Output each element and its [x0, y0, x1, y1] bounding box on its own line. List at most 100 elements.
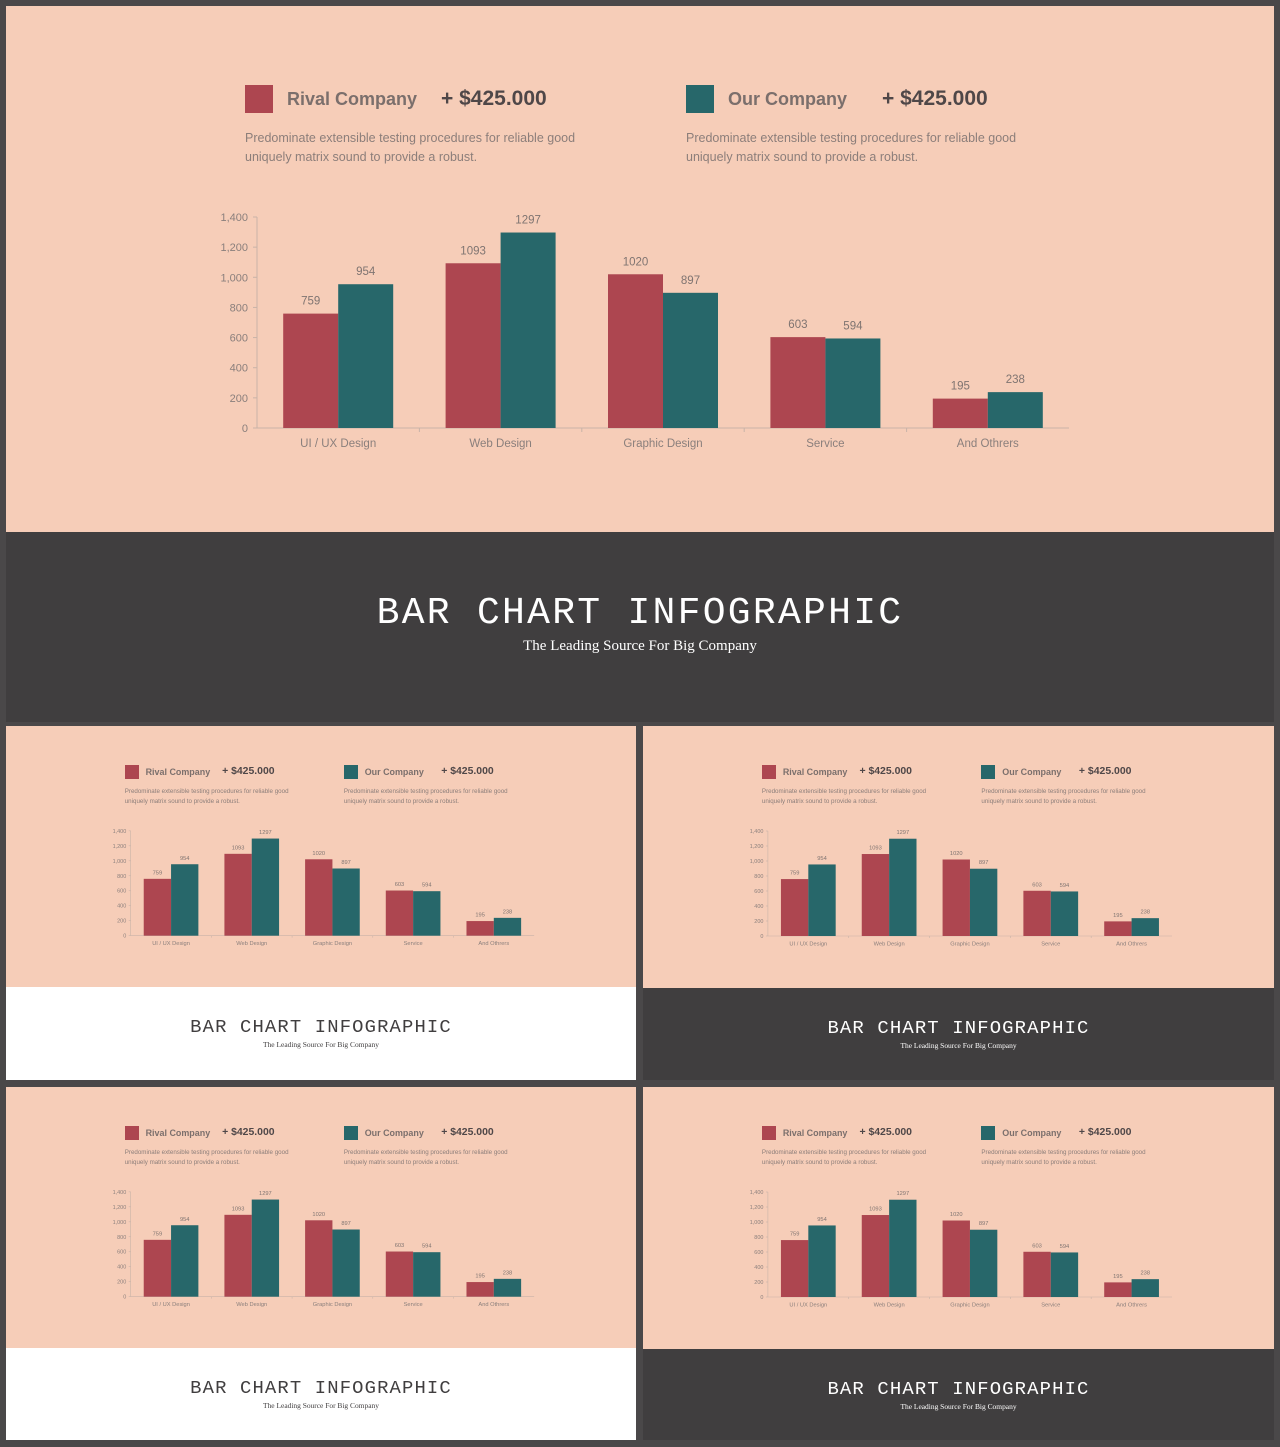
y-tick-label: 800	[754, 1235, 763, 1241]
legend-amount: + $425.000	[441, 87, 547, 110]
bar-value-label: 897	[979, 860, 989, 866]
bar-rival-2	[305, 859, 333, 936]
y-tick-label: 800	[230, 302, 248, 314]
legend-name: Rival Company	[782, 1128, 848, 1139]
bar-value-label: 759	[153, 870, 163, 876]
bar-ours-2	[332, 868, 360, 936]
legend-name: Our Company	[364, 1128, 424, 1139]
legend-item-ours: Our Company + $425.000 Predominate extensi…	[343, 1126, 523, 1166]
bar-value-label: 603	[1032, 882, 1042, 888]
category-label: Graphic Design	[623, 438, 702, 450]
y-tick-label: 1,000	[113, 859, 127, 865]
bar-value-label: 195	[475, 1274, 485, 1280]
bar-rival-2	[942, 859, 970, 937]
thumbnail-slide-3[interactable]: Rival Company + $425.000 Predominate exten…	[6, 1087, 636, 1440]
bar-ours-0	[171, 1225, 199, 1297]
title-band: BAR CHART INFOGRAPHIC The Leading Source …	[6, 1348, 636, 1440]
legend-description: Predominate extensible testing procedure…	[981, 1149, 1146, 1166]
legend-swatch	[343, 765, 358, 780]
category-label: Graphic Design	[950, 941, 989, 947]
y-tick-label: 1,200	[750, 1205, 764, 1211]
legend-swatch	[761, 1126, 776, 1141]
bar-rival-1	[224, 853, 252, 936]
bar-rival-0	[780, 879, 809, 937]
bar-value-label: 1093	[869, 846, 882, 852]
category-label: Web Design	[469, 438, 531, 450]
legend-amount: + $425.000	[859, 1127, 912, 1139]
legend-item-ours: Our Company + $425.000 Predominate extensi…	[686, 85, 1046, 165]
y-tick-label: 800	[117, 874, 126, 880]
bar-rival-4	[932, 398, 988, 428]
thumbnail-slide-4[interactable]: Rival Company + $425.000 Predominate exten…	[643, 1087, 1274, 1440]
legend-description: Predominate extensible testing procedure…	[343, 788, 508, 805]
thumbnail-slide-2[interactable]: Rival Company + $425.000 Predominate exten…	[643, 726, 1274, 1080]
bar-ours-2	[332, 1229, 360, 1297]
y-tick-label: 0	[123, 934, 126, 940]
bar-value-label: 1020	[623, 256, 649, 268]
legend-description: Predominate extensible testing procedure…	[981, 788, 1146, 805]
bar-ours-0	[808, 1225, 836, 1298]
bar-ours-1	[889, 1199, 917, 1298]
main-slide: Rival Company + $425.000 Predominate exten…	[6, 6, 1274, 722]
legend-item-ours: Our Company + $425.000 Predominate extensi…	[343, 765, 523, 805]
banner-title: BAR CHART INFOGRAPHIC	[190, 1015, 452, 1038]
y-tick-label: 1,200	[750, 844, 764, 850]
thumbnail-slide-1[interactable]: Rival Company + $425.000 Predominate exten…	[6, 726, 636, 1080]
bar-value-label: 1093	[869, 1207, 882, 1213]
bar-value-label: 1020	[950, 851, 963, 857]
banner-subtitle: The Leading Source For Big Company	[900, 1040, 1017, 1050]
legend-item-ours: Our Company + $425.000 Predominate extensi…	[981, 1126, 1160, 1166]
bar-ours-2	[969, 868, 998, 937]
bar-chart: 0 200 400 600 800 1,000 1,200 1,400 759 954 UI / U…	[750, 829, 1172, 947]
y-tick-label: 200	[754, 1280, 763, 1286]
bar-chart: 0 200 400 600 800 1,000 1,200 1,400 759 954 UI / U…	[750, 1190, 1172, 1308]
y-tick-label: 400	[117, 904, 126, 910]
category-label: Service	[1041, 1302, 1060, 1308]
y-tick-label: 400	[754, 904, 763, 910]
bar-rival-2	[942, 1220, 970, 1298]
chart-panel	[6, 726, 636, 987]
bar-value-label: 603	[1032, 1243, 1042, 1249]
bar-value-label: 594	[1060, 883, 1070, 889]
bar-rival-1	[224, 1214, 252, 1297]
legend-amount: + $425.000	[441, 1127, 494, 1139]
bar-value-label: 759	[153, 1231, 163, 1237]
legend-item-rival: Rival Company + $425.000 Predominate exten…	[761, 1126, 941, 1166]
bar-rival-0	[780, 1240, 809, 1298]
bar-value-label: 897	[979, 1221, 989, 1227]
bar-value-label: 954	[180, 856, 190, 862]
bar-value-label: 1297	[896, 830, 909, 836]
y-tick-label: 1,400	[750, 829, 764, 835]
bar-value-label: 954	[356, 266, 376, 278]
bar-value-label: 1297	[259, 1191, 272, 1197]
bar-value-label: 594	[422, 1244, 432, 1250]
bar-value-label: 759	[790, 1232, 800, 1238]
y-tick-label: 600	[754, 889, 763, 895]
bar-value-label: 594	[1060, 1244, 1070, 1250]
y-tick-label: 600	[754, 1250, 763, 1256]
legend-item-rival: Rival Company + $425.000 Predominate exten…	[245, 85, 605, 165]
bar-value-label: 603	[395, 1243, 405, 1249]
banner-title: BAR CHART INFOGRAPHIC	[190, 1376, 452, 1399]
title-band: BAR CHART INFOGRAPHIC The Leading Source …	[6, 987, 636, 1080]
y-tick-label: 1,400	[750, 1190, 764, 1196]
y-tick-label: 1,200	[113, 844, 127, 850]
chart-panel	[643, 1087, 1274, 1349]
legend-name: Our Company	[728, 89, 848, 109]
category-label: Service	[404, 941, 423, 947]
y-tick-label: 800	[117, 1235, 126, 1241]
legend-name: Rival Company	[145, 767, 211, 778]
category-label: Web Design	[236, 1302, 267, 1308]
category-label: Web Design	[874, 941, 905, 947]
banner-subtitle: The Leading Source For Big Company	[900, 1401, 1017, 1411]
bar-rival-3	[770, 337, 826, 428]
legend-description: Predominate extensible testing procedure…	[343, 1149, 508, 1166]
chart-panel	[6, 1087, 636, 1348]
category-label: UI / UX Design	[789, 1302, 827, 1308]
bar-rival-4	[466, 921, 494, 936]
legend-swatch	[124, 765, 139, 780]
bar-value-label: 1297	[515, 215, 541, 227]
category-label: Graphic Design	[313, 941, 352, 947]
legend-amount: + $425.000	[222, 1127, 275, 1139]
y-tick-label: 200	[117, 1280, 126, 1286]
